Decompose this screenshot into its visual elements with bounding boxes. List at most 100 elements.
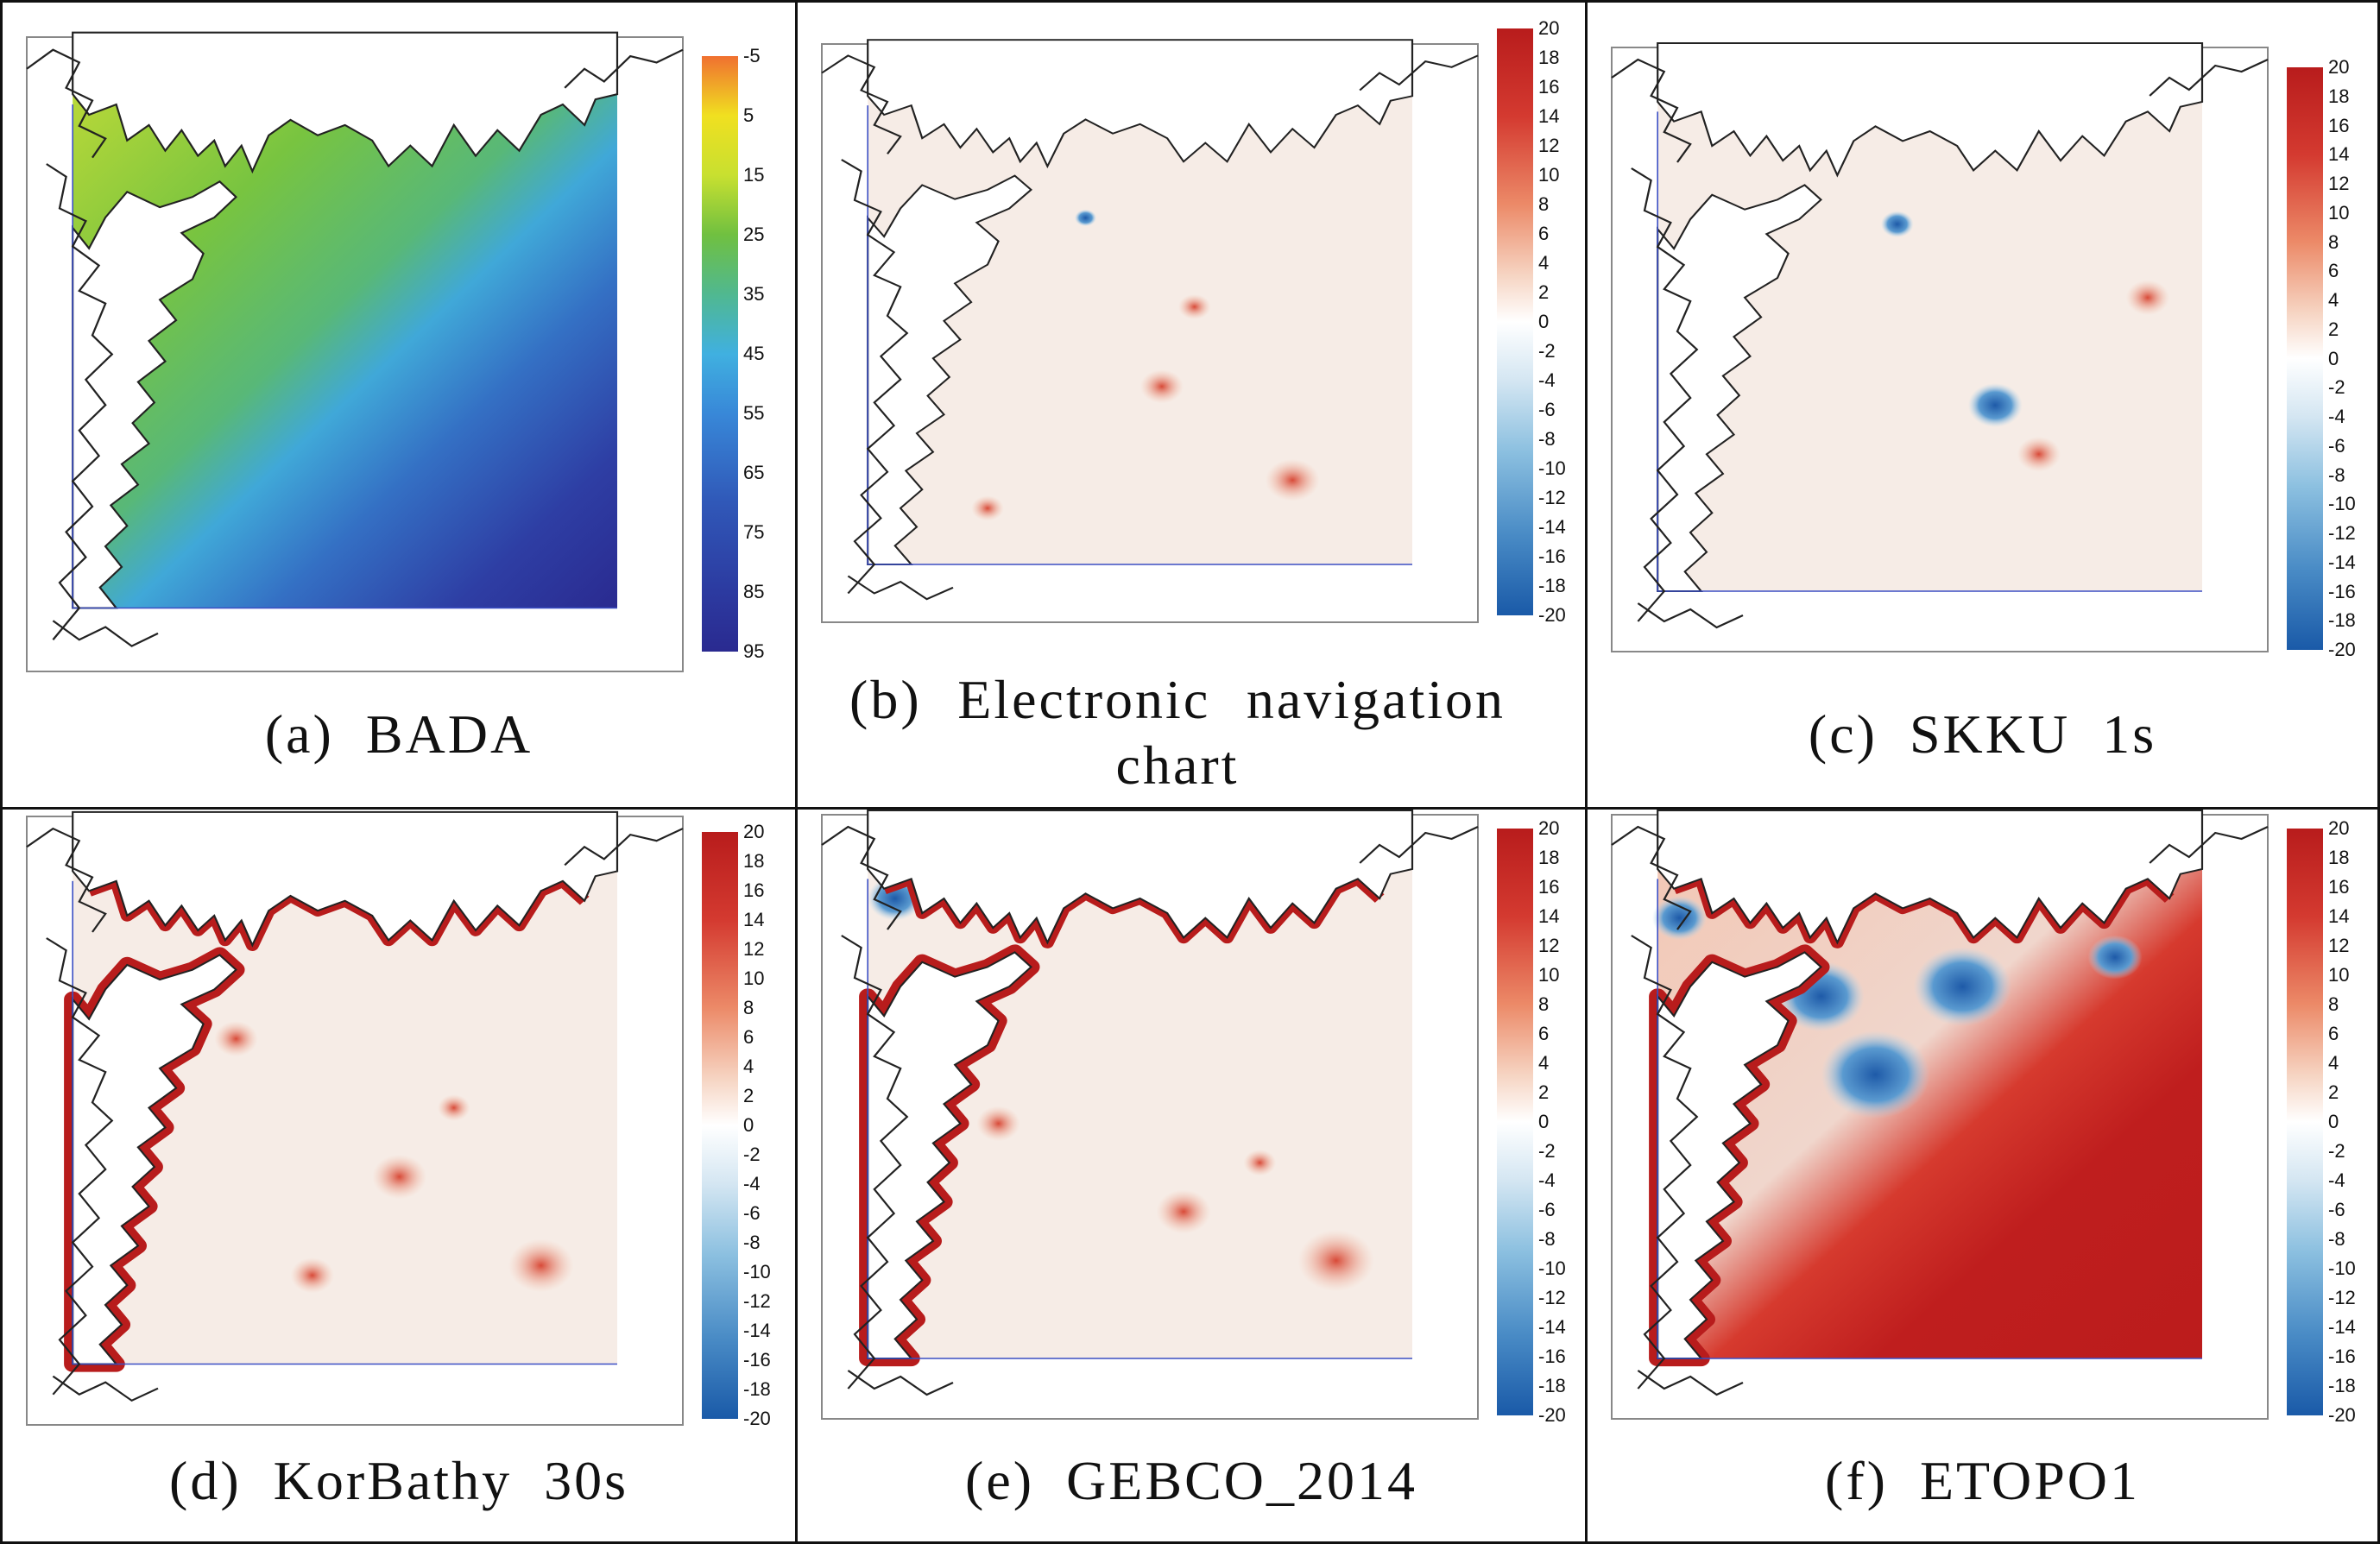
panel-e: 20 18 16 14 12 10 8 6 4 2 0 -2 -4 -6 -8 -10 -12 -14 -16 -18… <box>798 810 1585 1541</box>
grid-line-top <box>0 0 2380 3</box>
colorbar-tick-label: 12 <box>743 938 765 960</box>
colorbar-tick-label: -4 <box>1538 1169 1556 1191</box>
colorbar-tick-label: -18 <box>2328 609 2356 632</box>
colorbar-tick-label: -8 <box>1538 1228 1556 1250</box>
colorbar-tick-label: 18 <box>2328 847 2350 868</box>
colorbar-tick-label: -14 <box>1538 516 1566 538</box>
colorbar-tick-label: 16 <box>743 879 765 901</box>
colorbar-a <box>702 56 738 652</box>
colorbar-tick-label: -14 <box>1538 1316 1566 1338</box>
positive-anomaly <box>971 495 1004 521</box>
negative-anomaly <box>1880 211 1914 238</box>
panel-caption: (d) KorBathy 30s <box>169 1450 628 1511</box>
outer-coastline <box>26 827 684 1402</box>
colorbar-tick-label: 10 <box>2328 964 2350 986</box>
colorbar-tick-label: -16 <box>743 1349 771 1371</box>
colorbar-tick-label: -6 <box>1538 399 1556 420</box>
colorbar-tick-label: 18 <box>2328 85 2350 107</box>
panel-f: 20 18 16 14 12 10 8 6 4 2 0 -2 -4 -6 -8 -10 -12 -14 -16 -18… <box>1588 810 2377 1541</box>
colorbar-tick-label: -12 <box>2328 522 2356 544</box>
colorbar-tick-label: 6 <box>2328 1023 2339 1044</box>
positive-anomaly <box>1265 458 1320 501</box>
colorbar-tick-label: 10 <box>1538 964 1560 986</box>
colorbar-tick-label: -14 <box>2328 1316 2356 1338</box>
map-f <box>1611 810 2269 1420</box>
panel-caption: (a) BADA <box>264 703 533 765</box>
map-d <box>26 810 684 1426</box>
negative-anomaly <box>1913 947 2012 1027</box>
colorbar-tick-label: 8 <box>743 997 754 1018</box>
colorbar-tick-label: -10 <box>2328 493 2356 515</box>
colorbar-tick-label: 14 <box>2328 905 2350 927</box>
colorbar-tick-label: 0 <box>2328 1111 2339 1132</box>
map-domain <box>859 810 1414 1367</box>
colorbar-tick-label: -10 <box>743 1261 771 1282</box>
outer-coastline <box>821 825 1479 1396</box>
map-domain <box>72 31 619 609</box>
panel-caption: (f) ETOPO1 <box>1825 1450 2140 1511</box>
colorbar-tick-label: 25 <box>743 224 765 245</box>
colorbar-tick-label: -20 <box>1538 604 1566 626</box>
colorbar-tick-label: 75 <box>743 521 765 543</box>
negative-anomaly <box>1651 896 1707 941</box>
colorbar-b <box>1497 28 1533 615</box>
colorbar-tick-label: 18 <box>1538 847 1560 868</box>
colorbar-tick-label: 6 <box>1538 1023 1550 1044</box>
grid-line-middle-h <box>0 807 2380 810</box>
colorbar-tick-label: 0 <box>1538 1111 1550 1132</box>
colorbar-tick-label: 6 <box>1538 223 1550 244</box>
northern-coastline <box>1657 810 2204 945</box>
positive-anomaly <box>290 1257 334 1294</box>
colorbar-tick-label: -2 <box>2328 1140 2345 1162</box>
grid-line-right <box>2377 0 2380 1544</box>
colorbar-tick-label: 2 <box>743 1085 754 1106</box>
sea-area <box>1657 102 2202 591</box>
colorbar-tick-label: 0 <box>2328 347 2339 369</box>
colorbar-tick-label: 8 <box>2328 230 2339 253</box>
coastline <box>72 180 238 609</box>
coastline <box>867 951 1033 1359</box>
colorbar-tick-label: -4 <box>2328 406 2345 427</box>
coastline <box>1657 184 1823 592</box>
colorbar-tick-label: 12 <box>2328 935 2350 956</box>
colorbar-tick-label: -8 <box>2328 463 2345 486</box>
colorbar-tick-label: -12 <box>743 1290 771 1312</box>
panel-a: -5 5 15 25 35 45 55 65 75 85 95 (a) BADA <box>3 3 795 807</box>
colorbar-tick-label: 8 <box>1538 193 1550 215</box>
positive-anomaly <box>1177 293 1211 320</box>
colorbar-tick-label: 2 <box>2328 318 2339 340</box>
map-b <box>821 39 1479 623</box>
colorbar-tick-label: 14 <box>2328 143 2350 166</box>
coastline <box>1657 951 1823 1359</box>
colorbar-tick-label: 2 <box>1538 1081 1550 1103</box>
colorbar-f <box>2287 829 2323 1415</box>
colorbar-tick-label: 0 <box>743 1114 754 1136</box>
colorbar-tick-label: 18 <box>1538 47 1560 68</box>
positive-anomaly <box>2125 280 2170 316</box>
colorbar-tick-label: -5 <box>743 45 761 66</box>
colorbar-tick-label: -18 <box>1538 575 1566 596</box>
colorbar-tick-label: 12 <box>1538 935 1560 956</box>
northern-coastline <box>1657 41 2204 178</box>
colorbar-tick-label: 15 <box>743 164 765 186</box>
map-c <box>1611 41 2269 652</box>
colorbar-tick-label: 8 <box>1538 993 1550 1015</box>
grid-line-left <box>0 0 3 1544</box>
colorbar-tick-label: -2 <box>743 1144 761 1165</box>
grid-line-v2 <box>1585 0 1588 1544</box>
colorbar-tick-label: -14 <box>2328 551 2356 573</box>
colorbar-tick-label: -2 <box>1538 1140 1556 1162</box>
domain-border <box>867 879 1412 1359</box>
colorbar-tick-label: -18 <box>743 1378 771 1400</box>
northern-coastline <box>867 810 1414 945</box>
colorbar-tick-label: -10 <box>2328 1257 2356 1279</box>
colorbar-tick-label: 45 <box>743 343 765 364</box>
colorbar-tick-label: -12 <box>1538 1287 1566 1308</box>
domain-border <box>72 104 617 609</box>
positive-anomaly <box>1297 1229 1374 1292</box>
colorbar-tick-label: -6 <box>1538 1199 1556 1220</box>
colorbar-tick-label: 14 <box>1538 105 1560 127</box>
sea-area <box>73 94 617 608</box>
map-domain <box>64 810 619 1372</box>
colorbar-e <box>1497 829 1533 1415</box>
